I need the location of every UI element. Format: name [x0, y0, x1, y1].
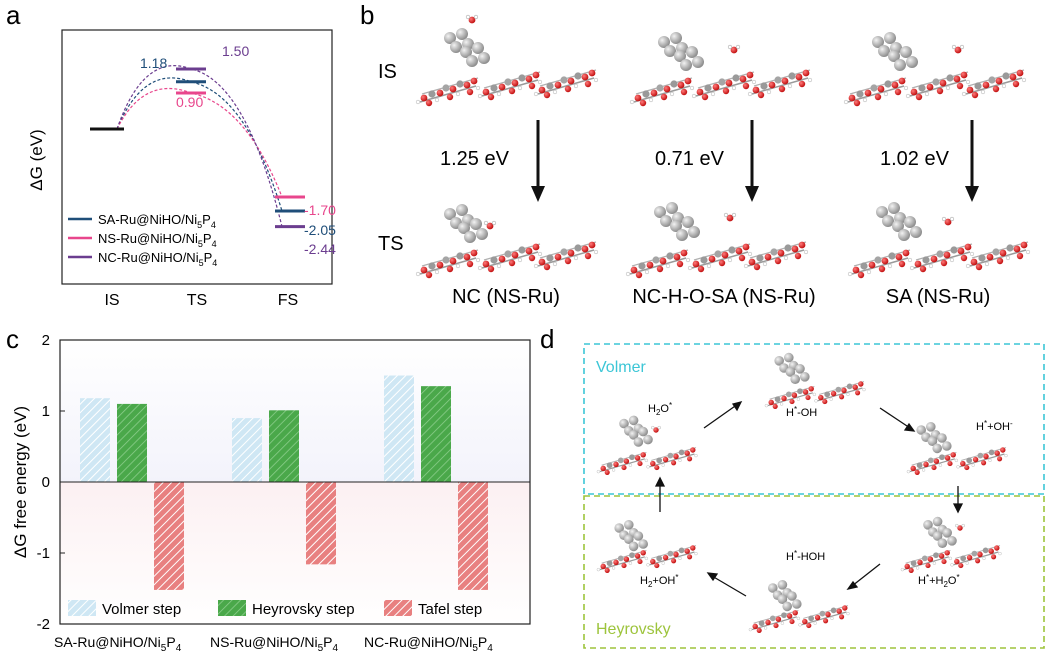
structure-d-h2o: [596, 415, 699, 476]
down-arrow-1: [531, 120, 545, 202]
heyrovsky-label: Heyrovsky: [596, 621, 671, 638]
panel-a-legend: SA-Ru@NiHO/Ni5P4 NS-Ru@NiHO/Ni5P4 NC-Ru@…: [68, 212, 217, 268]
ytick-label-4: -2: [37, 616, 50, 633]
structure-is-ncho: [629, 32, 813, 107]
bar-0-0: [80, 398, 110, 482]
bar-1-0: [117, 403, 147, 482]
structure-ts-ncho: [625, 202, 809, 279]
panel-c-bg-lower: [60, 482, 530, 624]
label-nc-fs: -2.44: [304, 241, 336, 257]
state-hplus-oh: H*+OH-: [976, 419, 1013, 433]
title-sa: SA (NS-Ru): [886, 286, 990, 308]
panel-c-bars: [80, 375, 488, 590]
panel-c-legend: Volmer step Heyrovsky step Tafel step: [68, 600, 482, 618]
structure-is-nc: [415, 14, 599, 107]
volmer-label: Volmer: [596, 359, 646, 376]
label-sa-fs: -2.05: [304, 222, 336, 238]
down-arrow-2: [745, 120, 759, 202]
curve-0: [116, 77, 283, 212]
panel-label-b: b: [360, 0, 374, 30]
down-arrow-3: [965, 120, 979, 202]
panel-c-ylabel: ΔG free energy (eV): [11, 406, 30, 558]
structure-is-sa: [843, 32, 1027, 107]
structure-ts-sa: [847, 202, 1031, 279]
bar-1-1: [269, 410, 299, 482]
legend-tafel: Tafel step: [418, 601, 482, 618]
legend-volmer: Volmer step: [102, 601, 181, 618]
label-sa-ts: 1.18: [140, 55, 167, 71]
barrier-1: 1.25 eV: [440, 148, 510, 170]
panel-a-xlabel-fs: FS: [278, 292, 298, 309]
volmer-box: [583, 343, 1045, 495]
structure-ts-nc: [415, 204, 599, 279]
category-sa: SA-Ru@NiHO/Ni5P4: [54, 634, 182, 654]
structure-d-h-h2o: [900, 516, 1003, 574]
state-h-h2o: H*+H2O*: [918, 573, 960, 589]
barrier-2: 0.71 eV: [655, 148, 725, 170]
title-nc: NC (NS-Ru): [452, 286, 560, 308]
state-h2-oh: H2+OH*: [640, 573, 678, 589]
heyrovsky-box: [583, 495, 1045, 649]
bar-2-1: [306, 482, 336, 565]
legend-sa: SA-Ru@NiHO/Ni5P4: [98, 212, 216, 230]
panel-a-xlabel-ts: TS: [187, 292, 207, 309]
ytick-label-2: 0: [42, 474, 50, 491]
label-nc-ts: 1.50: [222, 43, 249, 59]
state-label-is: IS: [378, 61, 397, 83]
panel-a-plot-area: [61, 29, 333, 285]
ytick-label-3: -1: [37, 545, 50, 562]
category-nc: NC-Ru@NiHO/Ni5P4: [364, 634, 493, 654]
panel-d: d Volmer Heyrovsky: [540, 324, 1045, 649]
state-label-ts: TS: [378, 233, 404, 255]
legend-nc: NC-Ru@NiHO/Ni5P4: [98, 250, 217, 268]
panel-label-a: a: [6, 0, 21, 30]
bar-2-2: [458, 482, 488, 590]
label-ns-fs: -1.70: [304, 202, 336, 218]
structure-d-h2-oh: [596, 520, 699, 574]
legend-heyrovsky: Heyrovsky step: [252, 601, 355, 618]
panel-label-c: c: [6, 324, 19, 354]
state-hhoh: H*-HOH: [786, 549, 825, 563]
structure-d-hoh: [764, 352, 867, 410]
state-h2o: H2O*: [648, 401, 672, 417]
barrier-3: 1.02 eV: [880, 148, 950, 170]
structure-d-hhoh: [748, 580, 851, 634]
panel-a-xlabel-is: IS: [104, 292, 119, 309]
curve-2: [116, 65, 283, 227]
legend-ns: NS-Ru@NiHO/Ni5P4: [98, 231, 217, 249]
state-hoh: H*-OH: [786, 405, 817, 419]
panel-b: b IS TS 1.2: [360, 0, 1031, 308]
bar-0-1: [232, 418, 262, 482]
bar-2-0: [154, 482, 184, 590]
category-ns: NS-Ru@NiHO/Ni5P4: [210, 634, 338, 654]
ytick-label-0: 2: [42, 332, 50, 349]
panel-a-ylabel: ΔG (eV): [27, 129, 46, 190]
panel-c: c 2 1 0 -1 -2 ΔG free energy (eV) Volmer ste…: [6, 324, 531, 654]
label-ns-ts: 0.90: [176, 94, 203, 110]
bar-1-2: [421, 386, 451, 482]
cycle-arrows: [654, 401, 964, 597]
bar-0-2: [384, 375, 414, 482]
title-ncho: NC-H-O-SA (NS-Ru): [632, 286, 815, 308]
panel-a: a ΔG (eV) IS TS FS 1.18 1.50 0.90 -1.70 …: [6, 0, 336, 309]
panel-a-levels: [90, 67, 305, 229]
ytick-label-1: 1: [42, 403, 50, 420]
panel-label-d: d: [540, 324, 554, 354]
panel-c-ticks: 2 1 0 -1 -2: [37, 332, 65, 633]
